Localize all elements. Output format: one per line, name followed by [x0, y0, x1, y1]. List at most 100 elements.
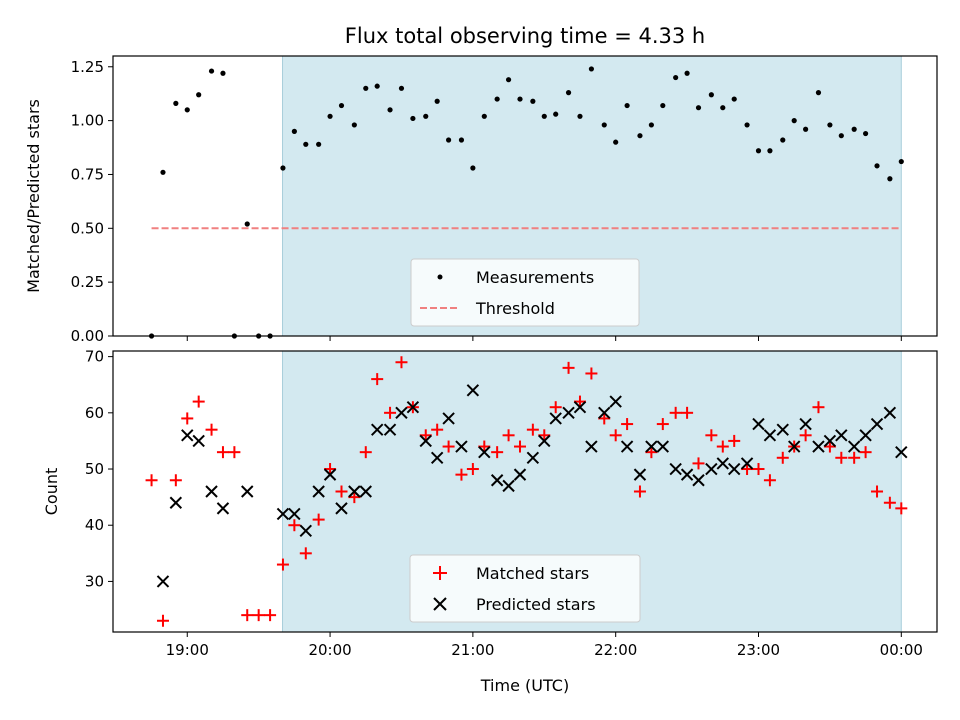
matched-star-point [395, 356, 408, 369]
measurement-point [648, 122, 654, 128]
predicted-star-point [335, 502, 348, 515]
legend-matched-label: Matched stars [476, 564, 589, 583]
measurement-point [851, 126, 857, 132]
measurement-point [244, 221, 250, 227]
matched-star-point [359, 446, 372, 459]
predicted-star-stroke [169, 496, 183, 509]
measurement-point [291, 128, 297, 134]
matched-star-point [812, 401, 825, 414]
predicted-star-stroke [156, 575, 170, 588]
predicted-star-stroke [895, 445, 908, 459]
predicted-star-point [799, 417, 812, 431]
predicted-star-stroke [870, 417, 884, 431]
predicted-star-stroke [716, 457, 729, 470]
predicted-star-stroke [442, 412, 455, 425]
measurement-point [780, 137, 786, 143]
x-ticks-top [186, 336, 902, 341]
predicted-star-point [609, 395, 622, 408]
predicted-star-point [370, 423, 384, 436]
measurement-point [434, 98, 440, 104]
matched-star-point [681, 406, 694, 419]
matched-star-point [241, 609, 254, 622]
predicted-star-stroke [359, 485, 372, 498]
matched-star-point [669, 406, 682, 419]
predicted-star-point [156, 575, 170, 588]
measurement-point [744, 122, 750, 128]
predicted-star-point [633, 468, 647, 481]
measurement-point [613, 139, 619, 145]
predicted-star-point [348, 485, 361, 498]
y-ticks-bottom: 30 40 50 60 70 [85, 348, 113, 590]
axes-frame-bottom [112, 350, 938, 633]
measurement-points [148, 66, 904, 339]
predicted-star-stroke [740, 457, 754, 470]
x-ticks-bottom: 19:00 20:00 21:00 22:00 23:00 00:00 [166, 632, 923, 659]
matched-star-point [228, 446, 241, 459]
matched-star-point [335, 485, 348, 498]
predicted-star-stroke [883, 406, 897, 420]
measurement-point [874, 163, 880, 169]
predicted-star-stroke [585, 440, 598, 453]
predicted-star-stroke [466, 384, 480, 397]
predicted-star-point [763, 429, 777, 442]
measurement-point [898, 158, 904, 165]
predicted-star-stroke [383, 423, 397, 436]
matched-star-point [871, 485, 884, 498]
measurement-point [208, 68, 215, 74]
matched-star-point [895, 502, 908, 515]
y-tick-label: 0.00 [71, 327, 104, 345]
measurement-point [458, 137, 465, 143]
predicted-star-point [442, 412, 455, 425]
measurement-point [470, 165, 476, 171]
predicted-star-point [466, 384, 480, 397]
legend-top: Measurements Threshold [410, 258, 640, 327]
matched-star-point [348, 491, 361, 504]
measurement-point [624, 102, 630, 109]
count-points [145, 356, 908, 627]
legend-matched-marker [433, 566, 447, 580]
predicted-star-point [478, 445, 491, 459]
matched-star-point [835, 451, 848, 464]
measurement-point [684, 70, 690, 76]
legend-predicted-marker [433, 597, 447, 611]
predicted-star-stroke [835, 429, 848, 442]
matched-star-point [526, 423, 539, 436]
measurement-point [720, 105, 726, 111]
measurement-point [695, 105, 702, 111]
predicted-star-point [787, 440, 801, 453]
x-tick-label: 19:00 [166, 641, 209, 659]
measurement-point [410, 115, 416, 122]
y-tick-label: 70 [85, 348, 104, 366]
measurement-point [505, 77, 512, 83]
predicted-star-stroke [680, 468, 694, 481]
measurement-point [708, 92, 714, 98]
measurement-point [220, 70, 226, 76]
matched-star-point [252, 609, 265, 622]
matched-star-point [609, 429, 622, 442]
matched-star-point [145, 474, 158, 487]
predicted-star-stroke [395, 406, 408, 420]
predicted-star-point [526, 451, 540, 464]
predicted-star-stroke [192, 434, 205, 448]
predicted-star-stroke [787, 440, 801, 453]
measurement-point [494, 96, 500, 102]
predicted-star-stroke [406, 400, 420, 414]
predicted-star-point [216, 502, 230, 515]
predicted-star-stroke [859, 429, 872, 442]
predicted-star-stroke [633, 468, 647, 481]
matched-star-point [776, 451, 789, 464]
measurement-point [601, 122, 607, 128]
measurement-point [445, 137, 452, 143]
predicted-star-stroke [430, 451, 444, 464]
predicted-star-point [288, 507, 301, 521]
predicted-star-stroke [620, 440, 634, 453]
predicted-star-point [562, 406, 575, 420]
predicted-star-stroke [538, 434, 551, 448]
measurement-point [803, 126, 809, 132]
predicted-star-stroke [299, 524, 312, 538]
matched-star-point [883, 496, 896, 509]
measurement-point [351, 122, 357, 128]
x-tick-label: 00:00 [880, 641, 923, 659]
matched-star-point [633, 485, 646, 498]
predicted-star-stroke [312, 485, 325, 498]
